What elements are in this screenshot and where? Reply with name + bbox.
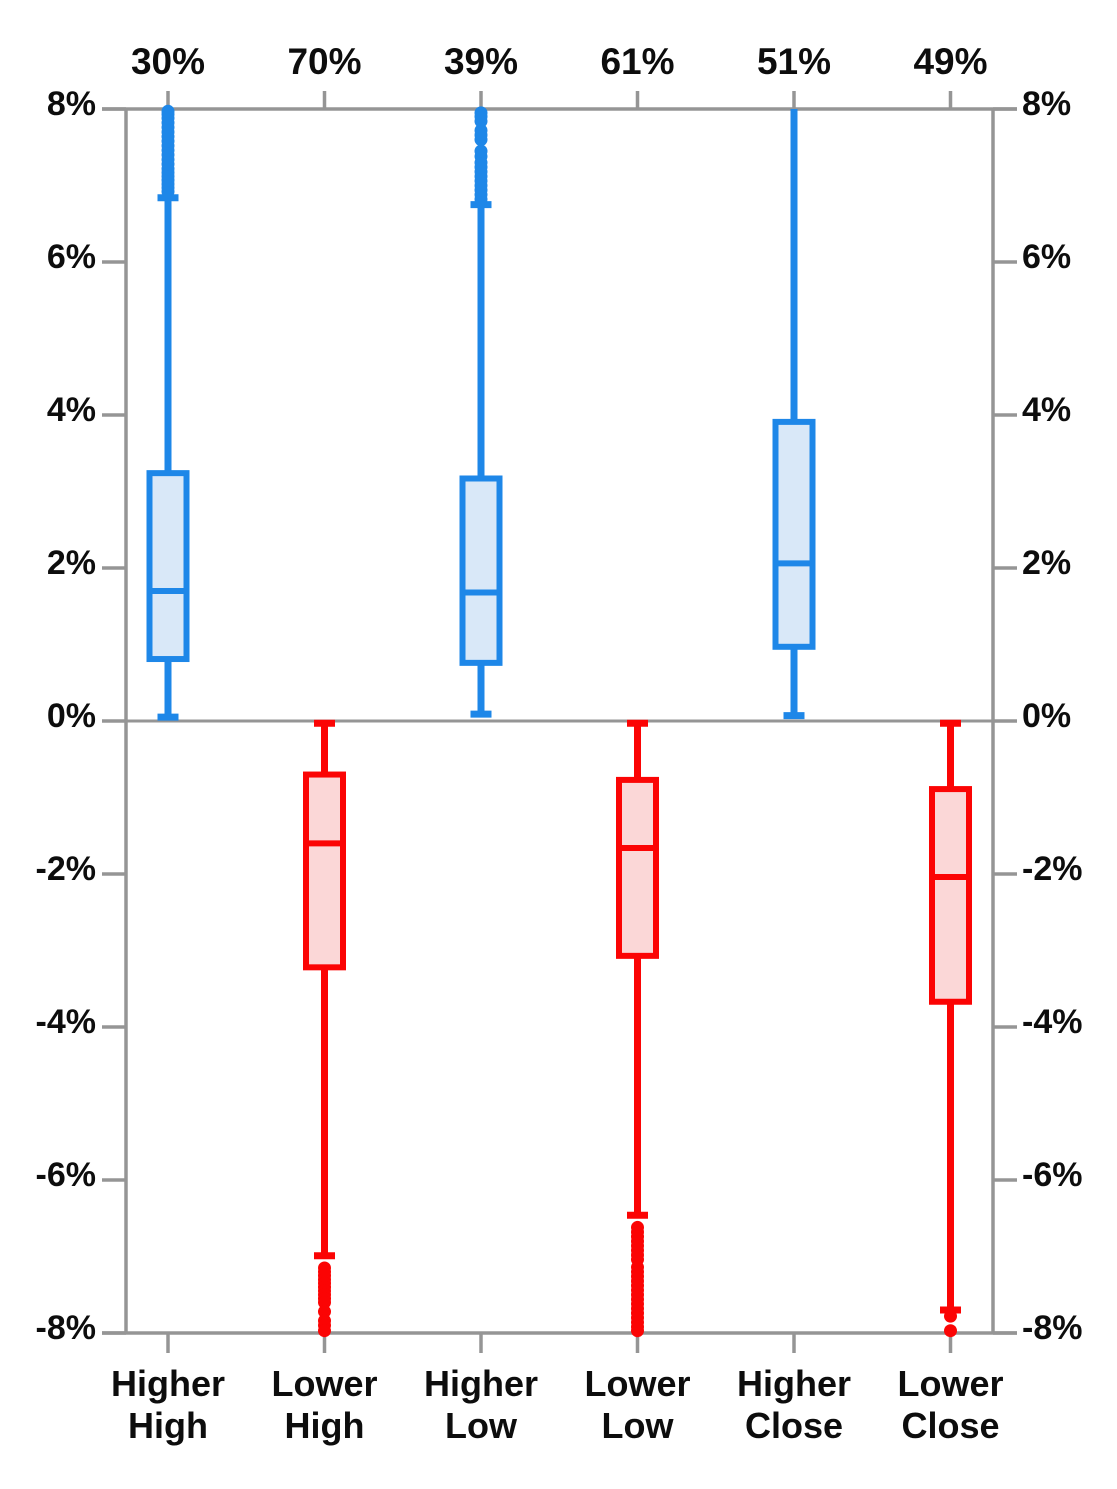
box <box>772 418 816 650</box>
y-axis-right-label: 2% <box>1022 544 1071 582</box>
y-axis-left-label: -2% <box>36 850 96 888</box>
y-axis-left-label: 6% <box>47 238 96 276</box>
y-axis-right-label: -2% <box>1022 850 1082 888</box>
y-axis-left-label: -4% <box>36 1003 96 1041</box>
box <box>459 475 503 666</box>
top-axis-label: 39% <box>444 41 518 82</box>
outlier-dot <box>944 1324 957 1338</box>
box <box>303 771 346 971</box>
outlier-dot <box>944 1309 957 1323</box>
y-axis-right-label: -6% <box>1022 1156 1082 1194</box>
y-axis-left-label: -8% <box>36 1309 96 1347</box>
category-label-line1: Higher <box>111 1363 225 1404</box>
top-axis-label: 49% <box>913 41 987 82</box>
y-axis-right-label: 0% <box>1022 697 1071 735</box>
y-axis-right-label: 4% <box>1022 391 1071 429</box>
category-label-line2: Low <box>602 1405 675 1446</box>
outlier-dot <box>318 1295 331 1309</box>
category-label-line2: Low <box>445 1405 518 1446</box>
y-axis-left-label: 8% <box>47 85 96 123</box>
outlier-dot <box>318 1324 331 1338</box>
outlier-dot <box>161 104 175 118</box>
outlier-dot <box>318 1305 331 1319</box>
outlier-dot <box>474 123 488 137</box>
outlier-dot <box>631 1324 644 1338</box>
category-label-line2: High <box>128 1405 208 1446</box>
category-label-line1: Lower <box>897 1363 1003 1404</box>
category-label-line2: High <box>285 1405 365 1446</box>
category-label-line1: Lower <box>584 1363 690 1404</box>
category-label-line1: Lower <box>271 1363 377 1404</box>
top-axis-label: 70% <box>287 41 361 82</box>
y-axis-left-label: 2% <box>47 544 96 582</box>
y-axis-right-label: -8% <box>1022 1309 1082 1347</box>
category-label-line2: Close <box>745 1405 843 1446</box>
category-label-line2: Close <box>901 1405 999 1446</box>
y-axis-left-label: -6% <box>36 1156 96 1194</box>
outlier-dot <box>474 144 488 158</box>
y-axis-right-label: 8% <box>1022 85 1071 123</box>
outlier-dot <box>474 106 488 120</box>
box <box>616 776 659 959</box>
y-axis-right-label: 6% <box>1022 238 1071 276</box>
y-axis-right-label: -4% <box>1022 1003 1082 1041</box>
y-axis-left-label: 4% <box>47 391 96 429</box>
box <box>146 470 190 663</box>
top-axis-label: 51% <box>757 41 831 82</box>
top-axis-label: 61% <box>600 41 674 82</box>
y-axis-left-label: 0% <box>47 697 96 735</box>
box <box>929 786 972 1005</box>
category-label-line1: Higher <box>424 1363 538 1404</box>
top-axis-label: 30% <box>131 41 205 82</box>
category-label-line1: Higher <box>737 1363 851 1404</box>
